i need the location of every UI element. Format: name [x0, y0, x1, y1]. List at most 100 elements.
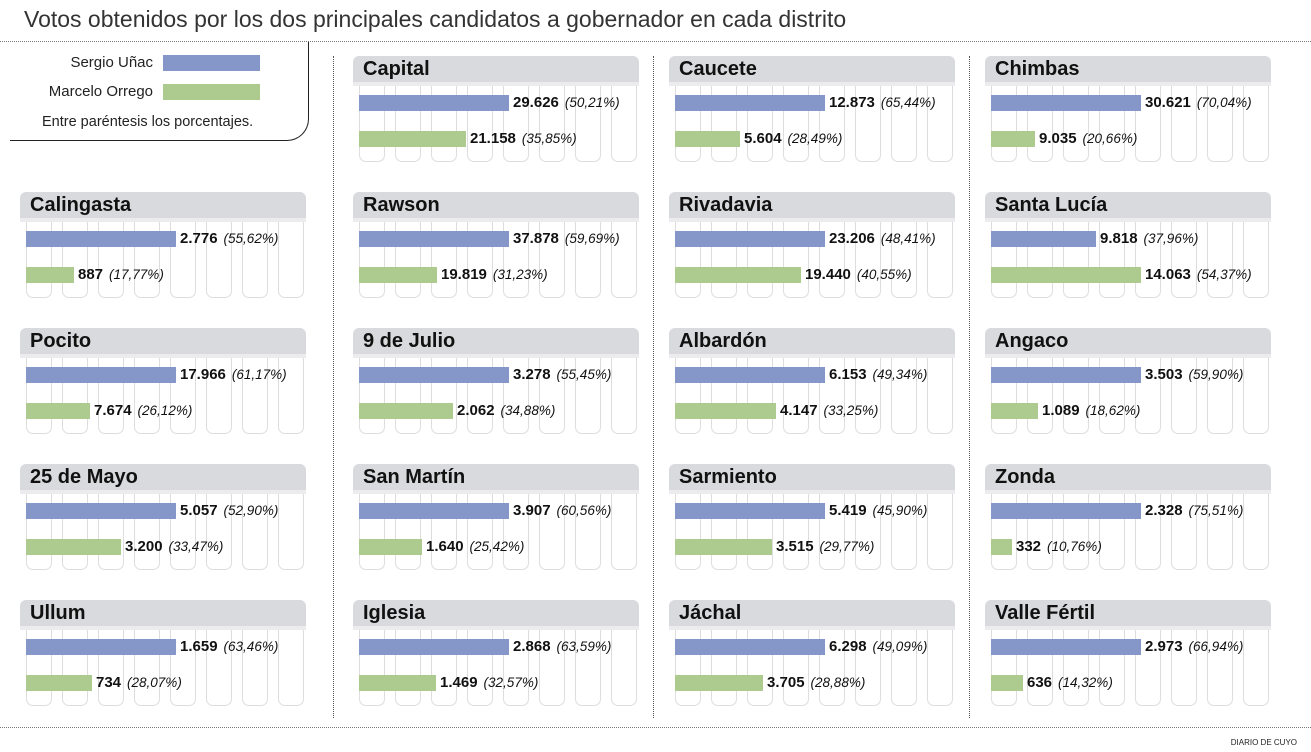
bar-orrego	[26, 403, 90, 419]
value-label-orrego: 734 (28,07%)	[96, 675, 182, 691]
value-label-unac: 5.419 (45,90%)	[829, 503, 927, 519]
bar-unac	[675, 95, 825, 111]
grid-cell	[98, 630, 124, 706]
percentage: (32,57%)	[483, 675, 539, 690]
grid-cell	[927, 86, 953, 162]
percentage: (10,76%)	[1047, 539, 1102, 554]
grid-cell	[359, 494, 385, 570]
district-name: Jáchal	[669, 600, 955, 626]
bar-orrego	[26, 539, 121, 555]
votes: 3.705	[767, 674, 805, 691]
district-name: Pocito	[20, 328, 306, 354]
header-strip	[20, 218, 306, 222]
votes: 1.469	[440, 674, 478, 691]
grid-cell	[278, 630, 304, 706]
votes: 29.626	[513, 94, 559, 111]
bar-unac	[675, 503, 825, 519]
grid-cell	[575, 630, 601, 706]
grid-cell	[242, 358, 268, 434]
bar-orrego	[991, 403, 1038, 419]
grid-cell	[539, 358, 565, 434]
votes: 2.062	[457, 402, 495, 419]
bar-unac	[359, 639, 509, 655]
grid-cell	[278, 222, 304, 298]
grid-cell	[747, 494, 773, 570]
district-panel: Ullum 1.659 (63,46%) 734 (28,07%)	[20, 600, 306, 712]
votes: 2.328	[1145, 502, 1183, 519]
header-strip	[20, 354, 306, 358]
district-panel: Valle Fértil 2.973 (66,94%) 636 (14,32%)	[985, 600, 1271, 712]
grid-cell	[891, 358, 917, 434]
district-name: San Martín	[353, 464, 639, 490]
percentage: (28,88%)	[810, 675, 866, 690]
grid-cell	[855, 358, 881, 434]
grid-cell	[1099, 86, 1125, 162]
grid-cell	[783, 222, 809, 298]
grid-cell	[783, 358, 809, 434]
grid-cell	[1027, 494, 1053, 570]
district-name: Caucete	[669, 56, 955, 82]
grid-cell	[855, 222, 881, 298]
grid-cell	[611, 86, 637, 162]
value-label-orrego: 3.200 (33,47%)	[125, 539, 223, 555]
votes: 12.873	[829, 94, 875, 111]
legend: Sergio Uñac Marcelo Orrego Entre parénte…	[10, 42, 309, 141]
grid-cell	[819, 86, 845, 162]
votes: 6.298	[829, 638, 867, 655]
grid-cell	[575, 358, 601, 434]
votes: 30.621	[1145, 94, 1191, 111]
bar-unac	[359, 95, 509, 111]
value-label-orrego: 3.515 (29,77%)	[776, 539, 874, 555]
grid-cell	[611, 630, 637, 706]
grid-cell	[675, 86, 701, 162]
grid-cell	[711, 222, 737, 298]
grid-cell	[134, 494, 160, 570]
district-name: Iglesia	[353, 600, 639, 626]
percentage: (52,90%)	[223, 503, 279, 518]
grid-cell	[1063, 358, 1089, 434]
bar-orrego	[675, 131, 740, 147]
grid-cell	[431, 222, 457, 298]
header-strip	[353, 354, 639, 358]
value-label-unac: 3.503 (59,90%)	[1145, 367, 1243, 383]
value-label-unac: 2.776 (55,62%)	[180, 231, 278, 247]
percentage: (59,90%)	[1188, 367, 1244, 382]
grid-cell	[62, 358, 88, 434]
grid-cell	[1171, 630, 1197, 706]
bar-unac	[26, 231, 176, 247]
header-strip	[669, 626, 955, 630]
legend-item-orrego: Marcelo Orrego	[49, 83, 260, 100]
bar-orrego	[359, 131, 466, 147]
grid-cell	[675, 630, 701, 706]
district-name: Zonda	[985, 464, 1271, 490]
grid-cell	[855, 494, 881, 570]
value-label-orrego: 2.062 (34,88%)	[457, 403, 555, 419]
value-label-unac: 6.298 (49,09%)	[829, 639, 927, 655]
grid-cell	[134, 630, 160, 706]
header-strip	[985, 354, 1271, 358]
grid-cell	[1171, 222, 1197, 298]
votes: 23.206	[829, 230, 875, 247]
votes: 9.818	[1100, 230, 1138, 247]
grid-cell	[1027, 358, 1053, 434]
grid-cell	[1171, 358, 1197, 434]
grid-cell	[1099, 494, 1125, 570]
district-panel: San Martín 3.907 (60,56%) 1.640 (25,42%)	[353, 464, 639, 576]
grid-cell	[991, 494, 1017, 570]
percentage: (59,69%)	[564, 231, 620, 246]
percentage: (35,85%)	[521, 131, 577, 146]
percentage: (61,17%)	[231, 367, 287, 382]
grid-cell	[1135, 86, 1161, 162]
votes: 332	[1016, 538, 1042, 555]
grid-cell	[242, 630, 268, 706]
votes: 887	[78, 266, 104, 283]
grid-cell	[1207, 86, 1233, 162]
grid-cell	[747, 86, 773, 162]
grid-cell	[431, 494, 457, 570]
grid-cell	[242, 494, 268, 570]
grid-cell	[206, 222, 232, 298]
grid-cell	[1207, 358, 1233, 434]
value-label-unac: 12.873 (65,44%)	[829, 95, 936, 111]
value-label-orrego: 1.640 (25,42%)	[426, 539, 524, 555]
value-label-unac: 6.153 (49,34%)	[829, 367, 927, 383]
